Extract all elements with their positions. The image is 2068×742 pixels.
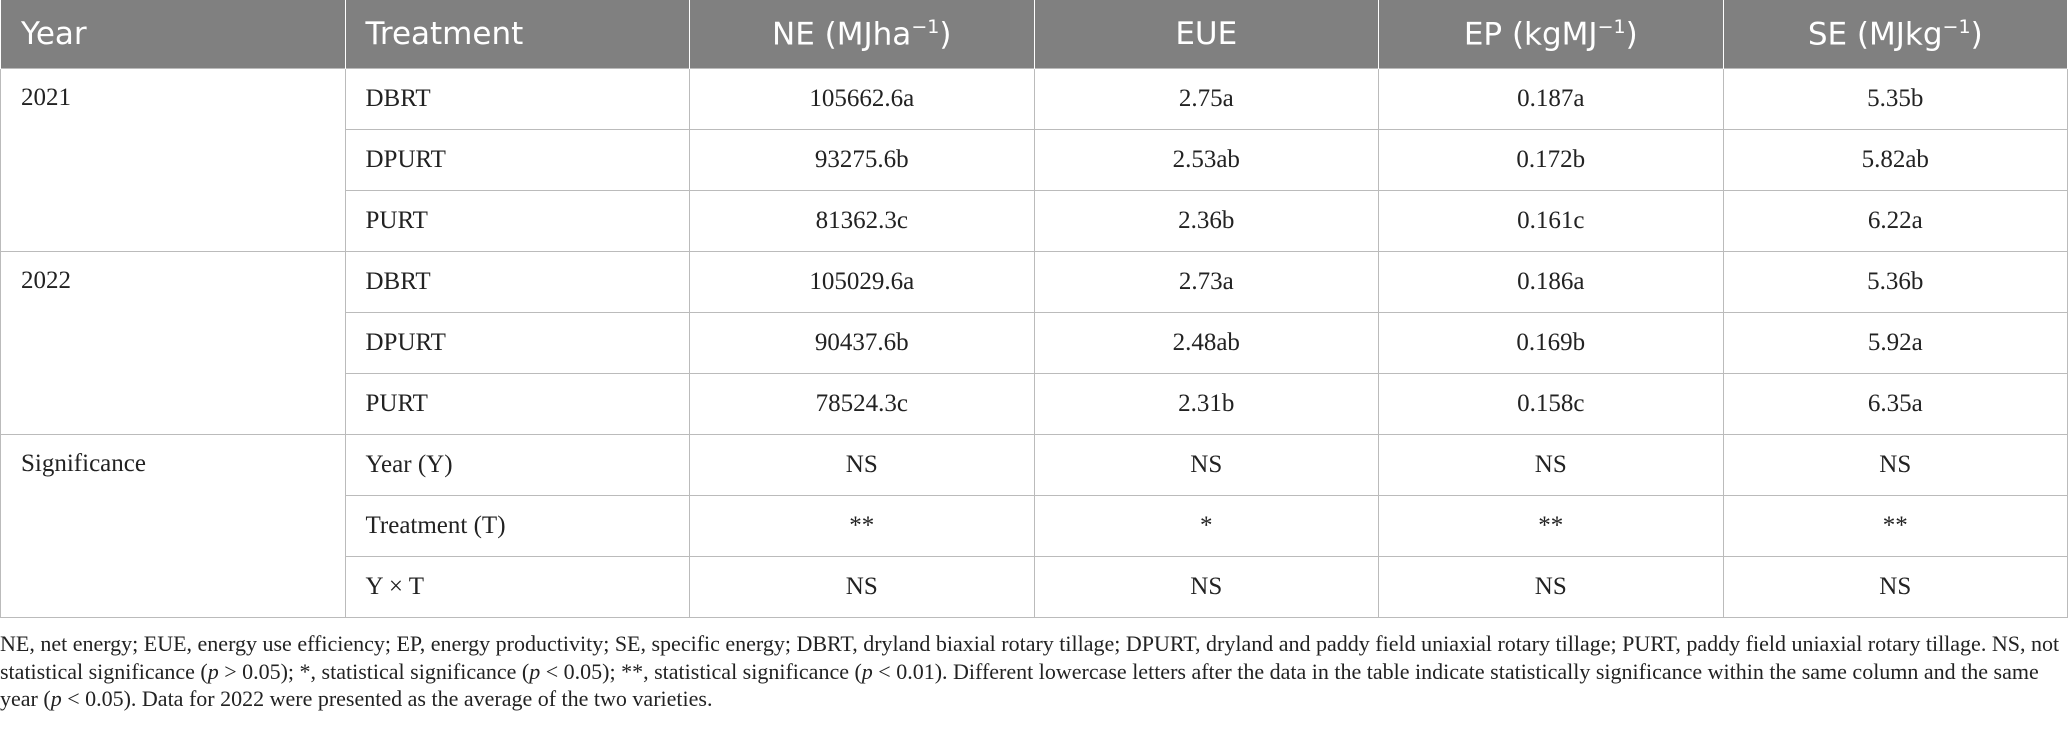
table-cell: 5.92a xyxy=(1722,312,2068,374)
table-cell: 90437.6b xyxy=(689,312,1035,374)
table-cell: 0.187a xyxy=(1378,68,1724,130)
footnote-text: < 0.05). Data for 2022 were presented as… xyxy=(61,686,713,711)
table-cell: NS xyxy=(689,556,1035,618)
table-cell: ** xyxy=(1378,495,1724,557)
group-label: 2021 xyxy=(0,68,346,252)
table-row: PURT 81362.3c 2.36b 0.161c 6.22a xyxy=(1,190,2068,252)
table-cell: Y × T xyxy=(344,556,690,618)
header-sup: −1 xyxy=(911,15,940,38)
table-cell: NS xyxy=(1722,434,2068,496)
table-cell: 105662.6a xyxy=(689,68,1035,130)
table-body: 2021 DBRT 105662.6a 2.75a 0.187a 5.35b DPURT 93… xyxy=(0,68,2068,618)
table-cell: 2.73a xyxy=(1033,251,1379,313)
table-cell: 0.158c xyxy=(1378,373,1724,435)
footnote-text: NE, net energy; EUE, energy use efficien… xyxy=(0,631,2060,684)
table-cell: Treatment (T) xyxy=(344,495,690,557)
table-cell: PURT xyxy=(344,373,690,435)
table-row: Treatment (T) ** * ** ** xyxy=(1,495,2068,557)
header-text: EP (kgMJ xyxy=(1463,16,1598,53)
footnote: NE, net energy; EUE, energy use efficien… xyxy=(0,618,2068,713)
table-row: DPURT 90437.6b 2.48ab 0.169b 5.92a xyxy=(1,312,2068,374)
table-cell: * xyxy=(1033,495,1379,557)
header-sup: −1 xyxy=(1942,15,1971,38)
table-cell: ** xyxy=(1722,495,2068,557)
footnote-text: > 0.05); *, statistical significance ( xyxy=(218,658,530,684)
table-cell: 6.22a xyxy=(1722,190,2068,252)
table-row: Y × T NS NS NS NS xyxy=(1,556,2068,618)
table-cell: PURT xyxy=(344,190,690,252)
table-cell: 5.35b xyxy=(1722,68,2068,130)
header-end: ) xyxy=(1970,16,1983,53)
table-cell: 78524.3c xyxy=(689,373,1035,435)
table-cell: DPURT xyxy=(344,129,690,191)
table-cell: DPURT xyxy=(344,312,690,374)
table-cell: Year (Y) xyxy=(344,434,690,496)
header-cell: EP (kgMJ−1) xyxy=(1378,0,1724,69)
group-label: Significance xyxy=(0,434,346,618)
table-cell: NS xyxy=(1033,434,1379,496)
table-cell: 2.75a xyxy=(1033,68,1379,130)
table-row: 2022 DBRT 105029.6a 2.73a 0.186a 5.36b xyxy=(0,251,2068,435)
table-cell: NS xyxy=(689,434,1035,496)
table-cell: 2.53ab xyxy=(1033,129,1379,191)
table-cell: 0.186a xyxy=(1378,251,1724,313)
footnote-text: < 0.05); **, statistical significance ( xyxy=(540,658,862,684)
header-cell: Treatment xyxy=(344,0,690,69)
table-row: Significance Year (Y) NS NS NS NS xyxy=(0,434,2068,618)
table-cell: 2.48ab xyxy=(1033,312,1379,374)
table-cell: DBRT xyxy=(344,68,690,130)
header-text: NE (MJha xyxy=(772,16,912,53)
table-cell: NS xyxy=(1378,556,1724,618)
table-cell: 0.169b xyxy=(1378,312,1724,374)
footnote-text: p xyxy=(50,686,62,711)
table-cell: 0.161c xyxy=(1378,190,1724,252)
table-cell: 93275.6b xyxy=(689,129,1035,191)
table-cell: NS xyxy=(1378,434,1724,496)
header-cell: EUE xyxy=(1033,0,1379,69)
table-cell: NS xyxy=(1033,556,1379,618)
table-cell: 81362.3c xyxy=(689,190,1035,252)
header-row: Year Treatment NE (MJha−1) EUE EP (kgMJ−1) SE… xyxy=(0,0,2068,69)
table-cell: 5.36b xyxy=(1722,251,2068,313)
group-label: 2022 xyxy=(0,251,346,435)
table-row: PURT 78524.3c 2.31b 0.158c 6.35a xyxy=(1,373,2068,435)
header-text: SE (MJkg xyxy=(1807,16,1943,53)
header-end: ) xyxy=(1625,16,1638,53)
data-table: Year Treatment NE (MJha−1) EUE EP (kgMJ−1) SE… xyxy=(0,0,2068,618)
footnote-text: p xyxy=(207,658,219,684)
table-cell: NS xyxy=(1722,556,2068,618)
header-sup: −1 xyxy=(1597,15,1626,38)
footnote-text: p xyxy=(861,658,873,684)
table-cell: 2.36b xyxy=(1033,190,1379,252)
footnote-text: < 0.01). Different lowercase letters aft… xyxy=(0,658,2039,712)
table-cell: 0.172b xyxy=(1378,129,1724,191)
header-text: EUE xyxy=(1175,16,1238,52)
header-end: ) xyxy=(939,16,952,53)
table-cell: DBRT xyxy=(344,251,690,313)
table-cell: 6.35a xyxy=(1722,373,2068,435)
header-cell: SE (MJkg−1) xyxy=(1722,0,2068,69)
header-text: Treatment xyxy=(365,16,524,52)
table-row: 2021 DBRT 105662.6a 2.75a 0.187a 5.35b xyxy=(0,68,2068,252)
header-cell: NE (MJha−1) xyxy=(689,0,1035,69)
header-text: Year xyxy=(21,16,87,52)
table-cell: ** xyxy=(689,495,1035,557)
footnote-text: p xyxy=(529,658,541,684)
header-cell: Year xyxy=(0,0,346,69)
table-cell: 2.31b xyxy=(1033,373,1379,435)
table-cell: 5.82ab xyxy=(1722,129,2068,191)
table-cell: 105029.6a xyxy=(689,251,1035,313)
